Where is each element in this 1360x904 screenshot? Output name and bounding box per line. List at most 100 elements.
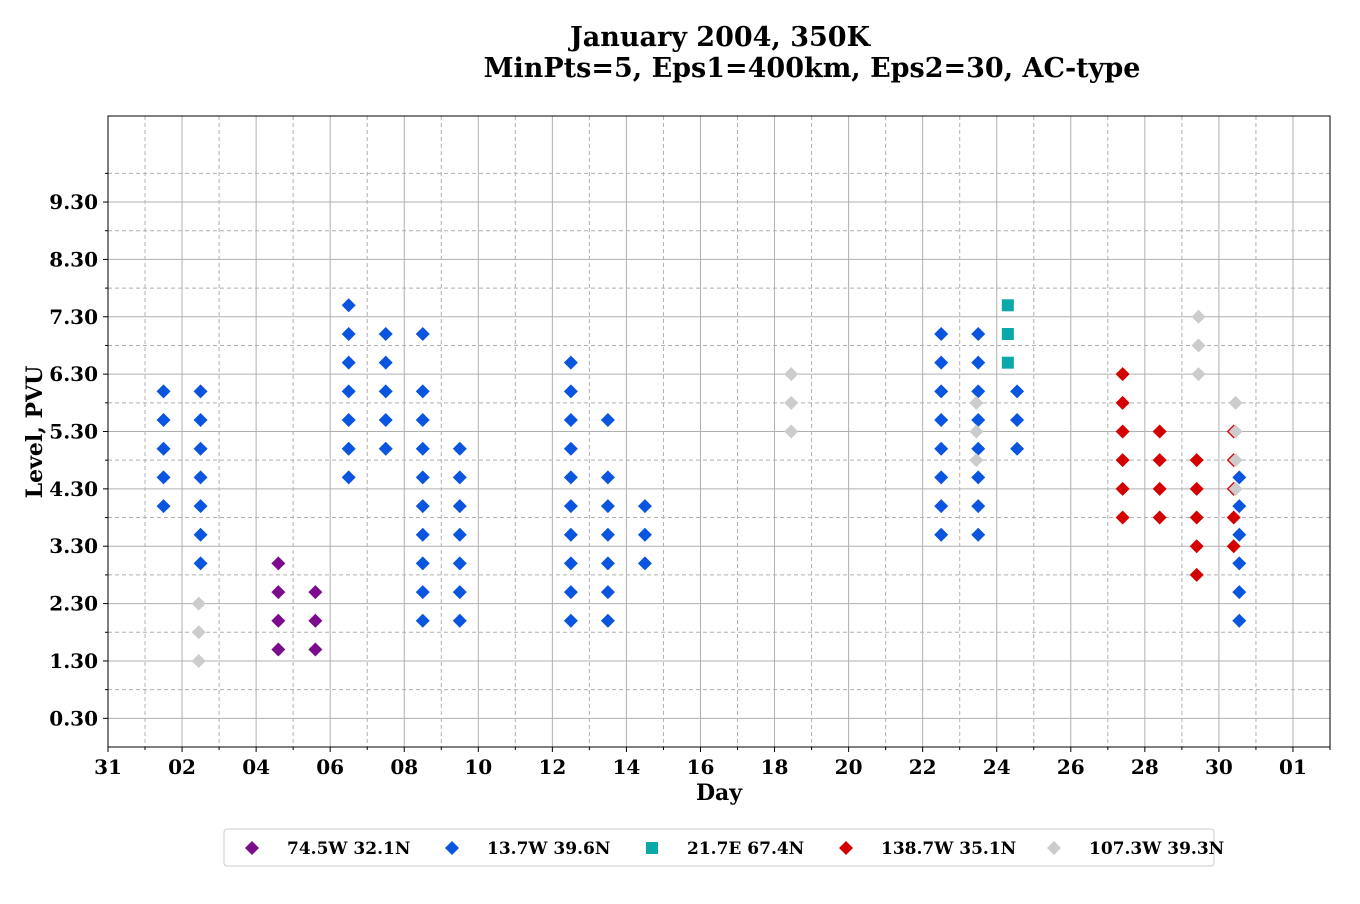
series-5-point: [1191, 338, 1206, 353]
series-2-point: [415, 527, 430, 542]
series-4-point: [1115, 453, 1130, 468]
y-tick-label: 7.30: [49, 305, 98, 329]
series-2-point: [563, 441, 578, 456]
x-tick-label: 06: [316, 755, 344, 779]
series-1-point: [271, 613, 286, 628]
y-tick-label: 5.30: [49, 420, 98, 444]
series-2-point: [378, 384, 393, 399]
series-2-point: [1232, 499, 1247, 514]
series-2-point: [934, 441, 949, 456]
series-2-point: [934, 384, 949, 399]
y-axis-label: Level, PVU: [22, 366, 48, 499]
series-2-point: [563, 355, 578, 370]
x-tick-label: 12: [538, 755, 566, 779]
series-4-point: [1189, 539, 1204, 554]
series-2-point: [1010, 384, 1025, 399]
series-2-point: [193, 441, 208, 456]
legend-label-5: 107.3W 39.3N: [1089, 839, 1224, 859]
legend-box: [223, 828, 1215, 867]
series-1-point: [271, 642, 286, 657]
series-2-point: [637, 499, 652, 514]
grid: [107, 116, 1331, 747]
series-2-point: [415, 585, 430, 600]
y-tick-label: 1.30: [49, 649, 98, 673]
series-2-point: [971, 384, 986, 399]
series-1-point: [308, 585, 323, 600]
series-2-point: [452, 499, 467, 514]
axis-ticks: 31 02 04 06 08 10 12 14 16 18 20 22 24 26 28 30 01 0.30 1.…: [49, 172, 1331, 779]
legend-label-1: 74.5W 32.1N: [287, 839, 410, 859]
series-5-point: [784, 367, 799, 382]
series-3-point: [1001, 327, 1014, 340]
legend-label-2: 13.7W 39.6N: [487, 839, 610, 859]
series-2-point: [971, 470, 986, 485]
series-2-point: [452, 556, 467, 571]
x-tick-label: 10: [464, 755, 492, 779]
series-5-point: [191, 625, 206, 640]
series-2-point: [600, 470, 615, 485]
x-tick-label: 04: [242, 755, 270, 779]
series-1-point: [308, 642, 323, 657]
series-2-point: [934, 355, 949, 370]
y-tick-label: 2.30: [49, 592, 98, 616]
series-4-point: [1115, 510, 1130, 525]
series-5-point: [1228, 481, 1243, 496]
series-2-point: [452, 527, 467, 542]
series-2-point: [1232, 556, 1247, 571]
series-2-point: [934, 413, 949, 428]
legend-label-4: 138.7W 35.1N: [881, 839, 1016, 859]
series-5-point: [784, 395, 799, 410]
series-2-point: [415, 613, 430, 628]
series-4-point: [1189, 481, 1204, 496]
x-tick-label: 02: [168, 755, 196, 779]
series-2-point: [971, 326, 986, 341]
series-5-point: [969, 424, 984, 439]
series-2-point: [193, 499, 208, 514]
series-2-point: [452, 585, 467, 600]
x-tick-label: 31: [94, 755, 122, 779]
series-4-point: [1152, 453, 1167, 468]
series-2-point: [1010, 413, 1025, 428]
x-tick-label: 24: [983, 755, 1011, 779]
series-2-point: [378, 413, 393, 428]
y-tick-label: 8.30: [49, 247, 98, 271]
series-2-point: [415, 556, 430, 571]
x-tick-label: 20: [835, 755, 863, 779]
series-4-point: [1115, 481, 1130, 496]
series-2-point: [193, 384, 208, 399]
series-2-point: [971, 499, 986, 514]
series-2-point: [563, 556, 578, 571]
series-2-point: [452, 613, 467, 628]
series-4-point: [1226, 510, 1241, 525]
series-2-point: [600, 613, 615, 628]
series-4-point: [1152, 424, 1167, 439]
series-2-point: [415, 326, 430, 341]
series-2-point: [1232, 470, 1247, 485]
series-2-point: [415, 499, 430, 514]
series-2-point: [193, 413, 208, 428]
y-tick-label: 9.30: [49, 190, 98, 214]
series-5-point: [191, 653, 206, 668]
series-2-point: [1232, 527, 1247, 542]
series-2-point: [934, 326, 949, 341]
series-2-point: [415, 384, 430, 399]
legend-marker-5: [1047, 841, 1061, 855]
series-3-point: [1001, 299, 1014, 312]
series-2-point: [415, 413, 430, 428]
series-2-point: [971, 441, 986, 456]
series-2-point: [341, 413, 356, 428]
series-5-point: [969, 453, 984, 468]
series-4-point: [1226, 539, 1241, 554]
series-5-point: [1191, 367, 1206, 382]
series-4-point: [1115, 367, 1130, 382]
chart-title-line2: MinPts=5, Eps1=400km, Eps2=30, AC-type: [484, 53, 1141, 84]
series-2-point: [193, 527, 208, 542]
x-tick-label: 26: [1057, 755, 1085, 779]
series-2-point: [452, 470, 467, 485]
series-2-point: [563, 470, 578, 485]
legend-marker-3: [646, 842, 658, 854]
series-4-point: [1152, 510, 1167, 525]
series-2-point: [341, 384, 356, 399]
series-5-point: [1228, 424, 1243, 439]
